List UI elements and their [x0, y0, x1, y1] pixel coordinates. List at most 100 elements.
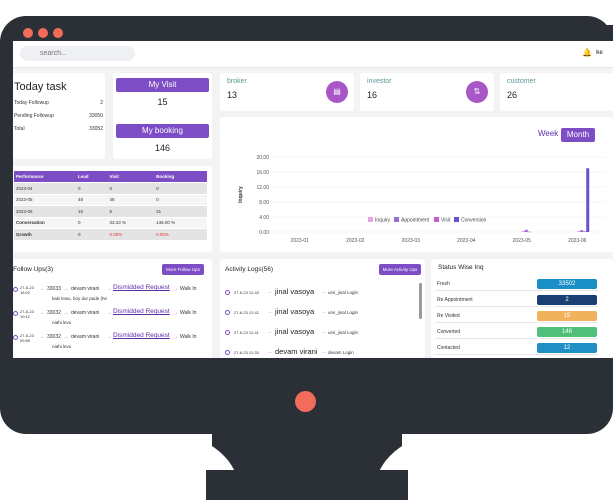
top-bar: 🔔 ke — [13, 41, 613, 68]
stat-card-customer[interactable]: customer 26 — [500, 73, 613, 111]
performance-header-cell: Lead — [76, 171, 108, 183]
bar-inquiry — [577, 230, 581, 232]
stat-card-investor[interactable]: investor 16 ⇅ — [360, 73, 494, 111]
activity-time: 27-6-23 12:42 — [234, 310, 259, 315]
stat-value: 26 — [507, 90, 518, 100]
month-toggle[interactable]: Month — [561, 128, 595, 142]
arrow-right-icon: → — [173, 286, 178, 292]
performance-cell: 0.00% — [154, 228, 207, 241]
status-row[interactable]: Converted 146 — [435, 326, 598, 339]
activity-time: 27-6-23 12:43 — [234, 290, 259, 295]
stat-value: 16 — [367, 90, 378, 100]
window-dot-icon — [53, 28, 63, 38]
performance-cell: 33.33 % — [107, 217, 155, 229]
follow-up-note: kaki lewu, boy dur pade (he — [52, 296, 108, 301]
status-row[interactable]: Contacted 12 — [435, 342, 598, 355]
search-input[interactable] — [20, 46, 135, 61]
activity-time: 27-6-23 12:33 — [234, 350, 259, 355]
status-label: Re Appointment — [437, 297, 473, 303]
performance-cell: 48 — [107, 194, 155, 206]
activity-item[interactable]: 27-6-23 12:42 → jinal vasoya → urvi_jinal Lo… — [220, 307, 416, 323]
more-activity-button[interactable]: More Activity Ups — [379, 264, 421, 275]
arrow-right-icon: → — [267, 309, 272, 315]
my-booking-button[interactable]: My booking — [116, 124, 209, 138]
follow-up-status-link[interactable]: Dismidded Request — [113, 284, 170, 291]
user-name[interactable]: ke — [596, 50, 603, 56]
follow-up-item[interactable]: 27-6-23 09:55 → 33032 → devam virani → Dismidde… — [13, 331, 212, 353]
legend-swatch-appointment — [394, 217, 399, 222]
clock-icon — [225, 290, 230, 295]
status-row[interactable]: Re Visited 15 — [435, 310, 598, 323]
my-visit-button[interactable]: My Visit — [116, 78, 209, 92]
performance-cell: 0 — [154, 182, 207, 195]
arrow-right-icon: → — [107, 334, 112, 340]
performance-cell: 0 — [76, 217, 108, 229]
activity-user: jinal vasoya — [275, 307, 315, 316]
arrow-right-icon: → — [63, 334, 68, 340]
clock-icon — [225, 310, 230, 315]
follow-up-status-link[interactable]: Dismidded Request — [113, 308, 170, 315]
x-tick-label: 2023-01 — [291, 238, 310, 244]
follow-up-date: 27-6-23 — [20, 309, 34, 314]
clock-icon — [225, 350, 230, 355]
activity-item[interactable]: 27-6-23 12:33 → devam virani → devam Login — [220, 347, 416, 358]
activity-item[interactable]: 27-6-23 12:43 → jinal vasoya → urvi_jinal Lo… — [220, 287, 416, 303]
legend-label: Inquiry — [375, 218, 391, 224]
follow-up-status-link[interactable]: Dismidded Request — [113, 332, 170, 339]
activity-item[interactable]: 27-6-23 12:41 → jinal vasoya → urvi_jinal Lo… — [220, 327, 416, 343]
follow-up-id: 33033 — [47, 286, 61, 292]
arrow-right-icon: → — [173, 334, 178, 340]
status-label: Fresh — [437, 281, 450, 287]
follow-up-time: 16:02 — [20, 290, 31, 295]
more-follow-ups-button[interactable]: More Follow Ups — [162, 264, 204, 275]
clock-icon — [13, 287, 18, 292]
activity-user: jinal vasoya — [275, 287, 315, 296]
clock-icon — [225, 330, 230, 335]
status-value-badge: 2 — [537, 295, 597, 305]
status-row[interactable]: Re Appointment 2 — [435, 294, 598, 307]
arrow-right-icon: → — [267, 329, 272, 335]
performance-cell: 0 — [76, 182, 108, 195]
follow-ups-title: Follow Ups(3) — [13, 266, 54, 273]
performance-card: Performance Lead Visit Booking 2023-04 0 0 0 20… — [13, 166, 212, 252]
bar-visit — [527, 231, 531, 233]
clock-icon — [13, 335, 18, 340]
today-task-title: Today task — [14, 81, 67, 93]
table-row: 2023-06 15 5 31 — [14, 205, 207, 218]
task-label: Total — [14, 126, 25, 132]
follow-up-item[interactable]: 27-6-23 16:02 → 33033 → devam virani → Dismidde… — [13, 283, 212, 305]
follow-up-type: Walk In — [180, 310, 197, 316]
arrow-right-icon: → — [321, 349, 326, 355]
task-label: Today Followup — [14, 100, 49, 106]
task-label: Pending Followup — [14, 113, 54, 119]
follow-up-item[interactable]: 27-6-23 10:12 → 33032 → devam virani → Dismidde… — [13, 307, 212, 329]
activity-scrollbar[interactable] — [419, 283, 422, 319]
status-row[interactable]: Fresh 33502 — [435, 278, 598, 291]
bell-icon[interactable]: 🔔 — [582, 48, 592, 57]
stat-card-broker[interactable]: broker 13 ▤ — [220, 73, 354, 111]
week-toggle[interactable]: Week — [538, 129, 559, 138]
task-value: 2 — [100, 100, 103, 106]
follow-up-time: 10:12 — [20, 314, 31, 319]
bar-conversion — [586, 168, 590, 232]
activity-logs-card: Activity Logs(56) More Activity Ups 27-6… — [220, 259, 425, 358]
x-tick-label: 2023-05 — [513, 238, 532, 244]
activity-action: urvi_jinal Login — [328, 290, 359, 295]
performance-cell: 15 — [76, 205, 108, 218]
status-wise-title: Status Wise Inq — [438, 264, 484, 271]
arrow-right-icon: → — [267, 289, 272, 295]
arrow-right-icon: → — [321, 329, 326, 335]
status-value-badge: 146 — [537, 327, 597, 337]
follow-up-time: 09:55 — [20, 338, 31, 343]
stat-label: customer — [507, 78, 536, 85]
performance-cell: 48 — [76, 194, 108, 206]
arrow-right-icon: → — [107, 286, 112, 292]
y-tick-label: 16.00 — [256, 170, 269, 176]
activity-user: devam virani — [275, 347, 318, 356]
stat-label: investor — [367, 78, 392, 85]
status-label: Re Visited — [437, 313, 460, 319]
follow-up-note: nathi levu — [52, 344, 72, 349]
y-axis-label: Inquiry — [238, 186, 244, 203]
monitor-neck — [212, 430, 402, 474]
